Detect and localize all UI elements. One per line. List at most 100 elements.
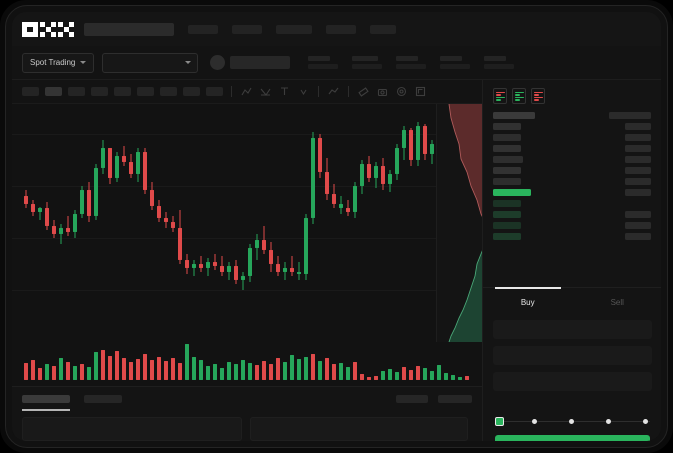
candle-body xyxy=(157,206,161,218)
orderbook-ask-row[interactable] xyxy=(493,121,651,132)
timeframe-button-4[interactable] xyxy=(91,87,108,96)
timeframe-button-7[interactable] xyxy=(160,87,177,96)
stat-last-price xyxy=(308,56,339,69)
bottom-action-1[interactable] xyxy=(396,395,428,403)
active-tab-indicator xyxy=(22,409,70,411)
volume-bar-10 xyxy=(87,367,91,380)
candle-11 xyxy=(94,104,98,309)
timeframe-button-2[interactable] xyxy=(45,87,62,96)
volume-bar-14 xyxy=(115,351,119,380)
candle-body xyxy=(241,276,245,280)
orderbook-price-cell xyxy=(493,112,535,119)
timeframe-button-6[interactable] xyxy=(137,87,154,96)
candle-45 xyxy=(332,104,336,309)
tab-order-history[interactable] xyxy=(84,395,122,403)
slider-stop-50[interactable] xyxy=(569,419,574,424)
orderbook-ask-row[interactable] xyxy=(493,165,651,176)
price-chart[interactable] xyxy=(12,104,478,386)
nav-item-5[interactable] xyxy=(370,24,396,34)
fib-icon[interactable] xyxy=(259,85,272,98)
stat-24h-low-label xyxy=(440,56,463,61)
submit-order-button[interactable] xyxy=(495,435,650,441)
volume-bar-22 xyxy=(171,358,175,380)
amount-slider[interactable] xyxy=(495,416,650,428)
orderbook-header-row[interactable] xyxy=(493,110,651,121)
orderbook-mode-asks[interactable] xyxy=(531,88,545,104)
volume-bar-24 xyxy=(185,344,189,380)
trade-tab-buy[interactable]: Buy xyxy=(483,287,573,317)
candle-59 xyxy=(430,104,434,309)
bottom-action-2[interactable] xyxy=(438,395,472,403)
orderbook-mode-both[interactable] xyxy=(493,88,507,104)
camera-icon[interactable] xyxy=(376,85,389,98)
orderbook-bid-row[interactable] xyxy=(493,220,651,231)
orderbook-bid-row[interactable] xyxy=(493,209,651,220)
settings-gear-icon[interactable] xyxy=(395,85,408,98)
nav-item-3[interactable] xyxy=(276,24,312,34)
slider-handle[interactable] xyxy=(495,417,504,426)
orderbook-price-cell xyxy=(493,233,521,240)
candlestick-series xyxy=(12,104,478,309)
timeframe-button-8[interactable] xyxy=(183,87,200,96)
orderbook-ask-row[interactable] xyxy=(493,154,651,165)
candle-body xyxy=(80,190,84,214)
candle-22 xyxy=(171,104,175,309)
orderbook-ask-row[interactable] xyxy=(493,143,651,154)
candle-30 xyxy=(227,104,231,309)
candle-27 xyxy=(206,104,210,309)
order-total-field[interactable] xyxy=(493,372,652,391)
orderbook-amount-cell xyxy=(625,222,651,229)
nav-item-4[interactable] xyxy=(326,24,356,34)
volume-bar-61 xyxy=(444,373,448,380)
text-icon[interactable] xyxy=(278,85,291,98)
candle-16 xyxy=(129,104,133,309)
stat-24h-high-label xyxy=(396,56,419,61)
market-type-dropdown[interactable]: Spot Trading xyxy=(22,52,95,73)
bid-depth-line xyxy=(448,243,486,342)
orderbook-price-cell xyxy=(493,134,521,141)
timeframe-button-1[interactable] xyxy=(22,87,39,96)
toolbar-divider xyxy=(318,86,319,97)
toolbar-divider xyxy=(348,86,349,97)
volume-bar-30 xyxy=(227,362,231,380)
order-amount-field[interactable] xyxy=(493,346,652,365)
nav-item-2[interactable] xyxy=(232,24,262,34)
volume-bar-26 xyxy=(199,360,203,380)
slider-stop-100[interactable] xyxy=(643,419,648,424)
timeframe-button-3[interactable] xyxy=(68,87,85,96)
candle-6 xyxy=(59,104,63,309)
tab-open-orders[interactable] xyxy=(22,395,70,403)
candle-40 xyxy=(297,104,301,309)
orderbook-bid-row[interactable] xyxy=(493,198,651,209)
search-input[interactable] xyxy=(84,22,174,36)
trading-pair-dropdown[interactable] xyxy=(102,52,199,73)
orderbook-ask-row[interactable] xyxy=(493,132,651,143)
slider-stop-25[interactable] xyxy=(532,419,537,424)
fullscreen-icon[interactable] xyxy=(414,85,427,98)
volume-bar-20 xyxy=(157,357,161,380)
volume-bar-37 xyxy=(276,358,280,380)
ruler-icon[interactable] xyxy=(357,85,370,98)
logo-letter-x xyxy=(58,21,74,37)
timeframe-button-5[interactable] xyxy=(114,87,131,96)
slider-track xyxy=(499,421,650,422)
volume-bar-2 xyxy=(31,360,35,380)
orderbook-mode-bids[interactable] xyxy=(512,88,526,104)
indicator-icon[interactable] xyxy=(327,85,340,98)
trendline-icon[interactable] xyxy=(240,85,253,98)
orderbook-ask-row[interactable] xyxy=(493,176,651,187)
slider-stop-75[interactable] xyxy=(606,419,611,424)
candle-3 xyxy=(38,104,42,309)
orderbook-price-cell xyxy=(493,189,531,196)
orderbook-spread-row[interactable] xyxy=(493,187,651,198)
okx-logo[interactable] xyxy=(22,21,74,37)
chevron-down-icon[interactable] xyxy=(297,85,310,98)
nav-item-1[interactable] xyxy=(188,24,218,34)
trade-tab-sell[interactable]: Sell xyxy=(610,298,624,307)
orderbook-price-cell xyxy=(493,167,521,174)
volume-bar-50 xyxy=(367,377,371,380)
order-price-field[interactable] xyxy=(493,320,652,339)
orderbook-bid-row[interactable] xyxy=(493,231,651,242)
timeframe-button-9[interactable] xyxy=(206,87,223,96)
logo-letter-o xyxy=(22,21,38,37)
